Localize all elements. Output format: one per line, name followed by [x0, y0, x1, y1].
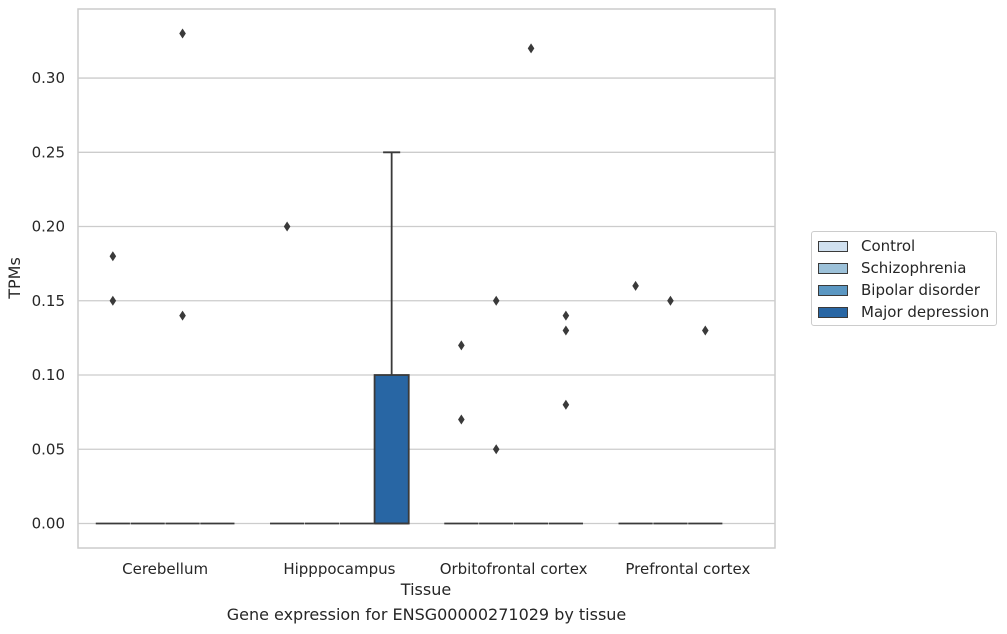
outlier-point [562, 399, 570, 410]
chart-caption: Gene expression for ENSG00000271029 by t… [226, 605, 627, 624]
box-3-1 [373, 151, 410, 525]
boxes [95, 151, 723, 525]
outlier-point [283, 221, 291, 232]
outlier-point [109, 295, 117, 306]
legend-swatch-bipolar-disorder [818, 284, 848, 296]
outlier-point [179, 310, 186, 321]
outlier-point [562, 325, 570, 336]
legend-label-major-depression: Major depression [861, 303, 990, 321]
y-axis-ticks: 0.00 0.05 0.10 0.15 0.20 0.25 0.30 [32, 69, 65, 532]
legend-label-schizophrenia: Schizophrenia [861, 259, 967, 277]
x-axis-label: Tissue [400, 580, 451, 599]
outlier-points [109, 28, 709, 455]
x-tick-label: Prefrontal cortex [625, 560, 750, 578]
legend-swatch-major-depression [818, 306, 848, 318]
outlier-point [667, 295, 674, 306]
grid-lines [78, 77, 775, 525]
y-tick-label: 0.05 [32, 440, 65, 458]
legend-swatch-schizophrenia [818, 262, 848, 274]
box-body [373, 374, 410, 525]
outlier-point [632, 280, 639, 291]
x-tick-label: Hipppocampus [283, 560, 395, 578]
y-tick-label: 0.00 [32, 515, 65, 533]
legend-item-major-depression: Major depression [818, 301, 989, 323]
y-tick-label: 0.15 [32, 292, 65, 310]
x-tick-label: Cerebellum [122, 560, 208, 578]
legend-item-schizophrenia: Schizophrenia [818, 257, 966, 279]
y-tick-label: 0.20 [32, 218, 65, 236]
outlier-point [492, 295, 500, 306]
y-axis-label: TPMs [5, 257, 24, 300]
y-tick-label: 0.30 [32, 69, 65, 87]
outlier-point [702, 325, 709, 336]
y-tick-label: 0.10 [32, 366, 65, 384]
legend-item-bipolar-disorder: Bipolar disorder [818, 279, 980, 301]
legend-label-control: Control [861, 237, 916, 255]
x-tick-label: Orbitofrontal cortex [440, 560, 588, 578]
legend: Control Schizophrenia Bipolar disorder M… [811, 231, 997, 326]
outlier-point [179, 28, 186, 39]
legend-label-bipolar-disorder: Bipolar disorder [861, 281, 980, 299]
x-axis-ticks: Cerebellum Hipppocampus Orbitofrontal cort… [122, 560, 750, 578]
outlier-point [109, 251, 117, 262]
outlier-point [562, 310, 570, 321]
outlier-point [458, 340, 465, 351]
outlier-point [492, 444, 500, 455]
outlier-point [458, 414, 465, 425]
legend-item-control: Control [818, 235, 915, 257]
plot-frame [77, 8, 776, 549]
outlier-point [527, 43, 535, 54]
y-tick-label: 0.25 [32, 143, 65, 161]
legend-swatch-control [818, 240, 848, 252]
